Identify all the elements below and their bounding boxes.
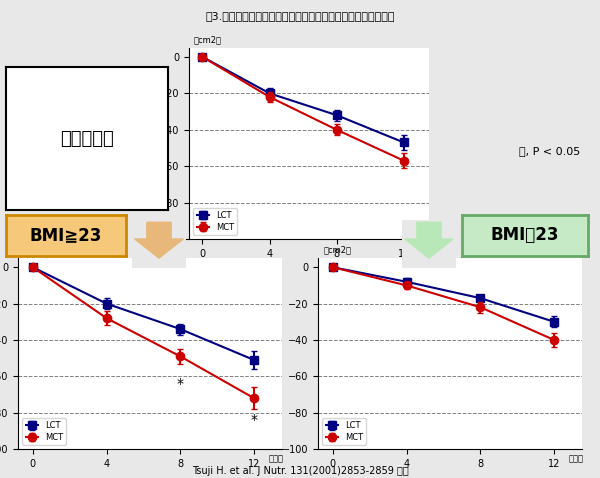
Text: *: *: [251, 413, 258, 427]
Text: （cm2）: （cm2）: [194, 35, 222, 44]
Text: （cm2）: （cm2）: [23, 246, 52, 254]
Legend: LCT, MCT: LCT, MCT: [22, 418, 66, 445]
Text: *: *: [177, 377, 184, 391]
Text: Tsuji H. et al. J Nutr. 131(2001)2853-2859 より: Tsuji H. et al. J Nutr. 131(2001)2853-28…: [191, 466, 409, 476]
FancyArrow shape: [134, 222, 184, 258]
FancyArrow shape: [404, 222, 454, 258]
Text: ＊, P < 0.05: ＊, P < 0.05: [519, 146, 580, 155]
Text: （週）: （週）: [417, 244, 432, 253]
Text: （週）: （週）: [569, 455, 584, 464]
Text: 図3.中鎖脂肪酸トリグリセリド摂取による腹部脂肪面積の変化: 図3.中鎖脂肪酸トリグリセリド摂取による腹部脂肪面積の変化: [205, 11, 395, 21]
Text: （cm2）: （cm2）: [323, 246, 352, 254]
Text: （週）: （週）: [269, 455, 284, 464]
Legend: LCT, MCT: LCT, MCT: [322, 418, 366, 445]
Text: BMI≧23: BMI≧23: [30, 227, 102, 244]
Text: 被験者全体: 被験者全体: [60, 130, 114, 148]
Text: BMI＜23: BMI＜23: [491, 227, 559, 244]
Legend: LCT, MCT: LCT, MCT: [193, 207, 237, 235]
